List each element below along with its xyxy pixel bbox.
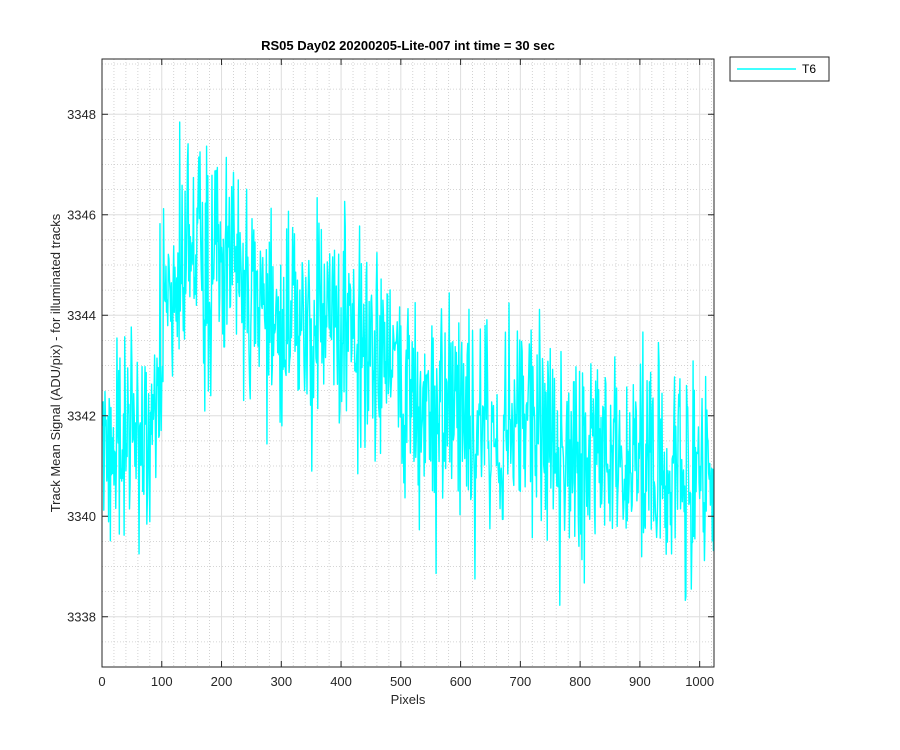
x-tick-label: 500 [390, 674, 412, 689]
x-tick-label: 300 [270, 674, 292, 689]
legend-label-t6: T6 [802, 62, 816, 76]
y-tick-label: 3346 [67, 207, 96, 222]
legend: T6 [729, 56, 830, 82]
x-tick-label: 900 [629, 674, 651, 689]
x-tick-label: 600 [450, 674, 472, 689]
x-tick-label: 0 [98, 674, 105, 689]
axis-ticks [101, 59, 714, 667]
x-tick-label: 200 [211, 674, 233, 689]
y-tick-label: 3342 [67, 408, 96, 423]
plot-frame [101, 58, 715, 668]
x-axis-label: Pixels [391, 692, 426, 707]
x-tick-label: 400 [330, 674, 352, 689]
y-tick-label: 3344 [67, 308, 96, 323]
y-tick-label: 3348 [67, 107, 96, 122]
series-line-t6 [102, 121, 714, 606]
x-tick-label: 800 [569, 674, 591, 689]
x-tick-label: 100 [151, 674, 173, 689]
x-tick-label: 700 [510, 674, 532, 689]
y-axis-label: Track Mean Signal (ADU/pix) - for illumi… [48, 213, 63, 512]
y-tick-label: 3340 [67, 509, 96, 524]
chart-title: RS05 Day02 20200205-Lite-007 int time = … [261, 38, 555, 53]
y-tick-label: 3338 [67, 609, 96, 624]
plot-area [102, 59, 714, 667]
y-tick-labels: 3338 3340 3342 3344 3346 3348 [67, 107, 96, 624]
x-tick-labels: 0 100 200 300 400 500 600 700 800 900 1000 [98, 674, 714, 689]
x-tick-label: 1000 [685, 674, 714, 689]
